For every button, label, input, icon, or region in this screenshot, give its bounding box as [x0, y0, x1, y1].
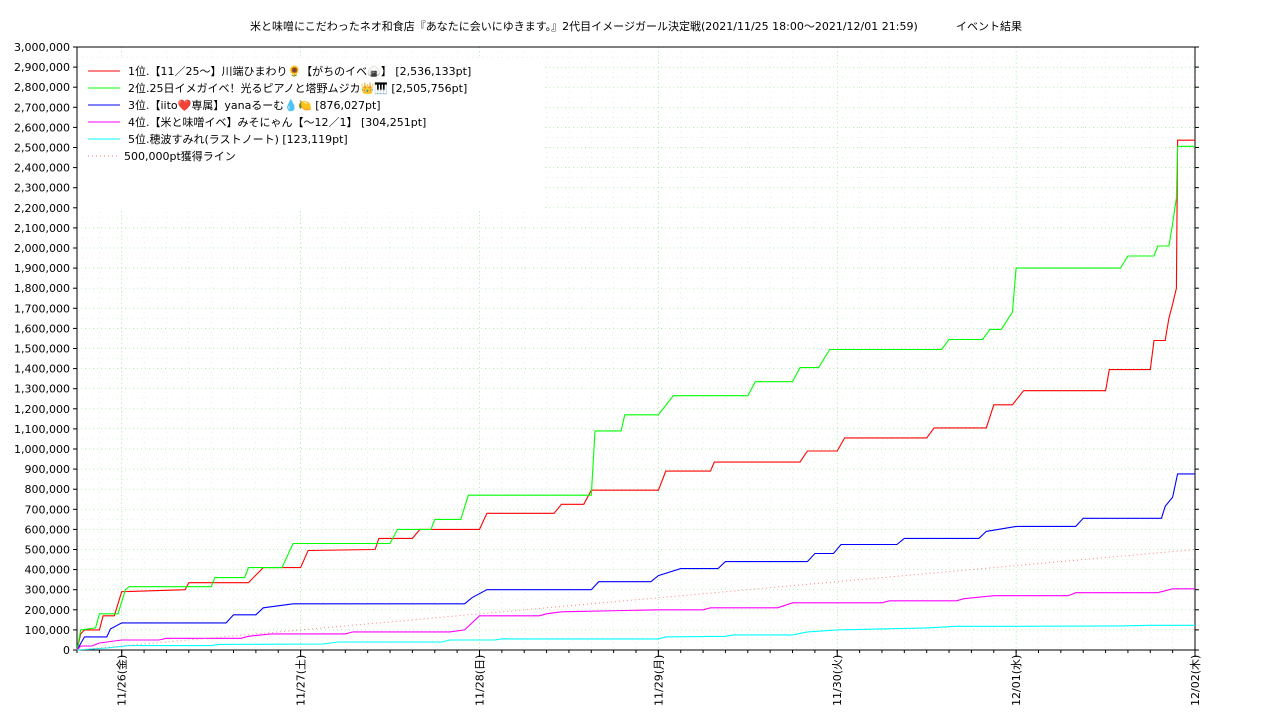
y-tick-label: 500,000 — [25, 544, 71, 557]
y-tick-label: 1,200,000 — [14, 403, 70, 416]
x-tick-label: 12/01(水) — [1010, 655, 1023, 706]
y-tick-label: 1,000,000 — [14, 443, 70, 456]
y-tick-label: 2,100,000 — [14, 222, 70, 235]
y-tick-label: 2,300,000 — [14, 182, 70, 195]
y-tick-label: 900,000 — [25, 463, 71, 476]
x-tick-label: 11/29(月) — [652, 655, 665, 706]
x-tick-label: 11/28(日) — [473, 655, 486, 706]
y-tick-label: 700,000 — [25, 503, 71, 516]
axes: 0 100,000 200,000 300,000 400,000 500,000 600,… — [14, 41, 1202, 706]
legend-label: 1位.【11／25～】川端ひまわり🌻【がちのイベ🍙】 [2,536,133pt] — [128, 64, 471, 78]
y-tick-label: 1,900,000 — [14, 262, 70, 275]
series-line — [76, 139, 1195, 651]
y-tick-label: 2,200,000 — [14, 202, 70, 215]
series-lines — [76, 139, 1196, 651]
legend-label: 5位.穂波すみれ(ラストノート) [123,119pt] — [128, 132, 348, 146]
series-line — [76, 624, 1195, 651]
y-tick-label: 600,000 — [25, 523, 71, 536]
y-tick-label: 2,400,000 — [14, 162, 70, 175]
y-tick-label: 1,100,000 — [14, 423, 70, 436]
x-tick-label: 12/02(木) — [1189, 655, 1202, 706]
legend-box — [80, 58, 543, 208]
plot-frame — [76, 46, 1196, 651]
y-tick-label: 3,000,000 — [14, 41, 70, 54]
y-tick-label: 100,000 — [25, 624, 71, 637]
y-tick-label: 0 — [63, 644, 70, 657]
series-line — [76, 145, 1195, 651]
legend: 1位.【11／25～】川端ひまわり🌻【がちのイベ🍙】 [2,536,133pt]… — [80, 58, 543, 208]
y-tick-label: 2,500,000 — [14, 142, 70, 155]
x-tick-label: 11/27(土) — [295, 655, 308, 706]
legend-label: 500,000pt獲得ライン — [124, 150, 236, 163]
y-tick-label: 1,800,000 — [14, 282, 70, 295]
y-tick-label: 400,000 — [25, 564, 71, 577]
y-tick-label: 2,700,000 — [14, 101, 70, 114]
chart-subtitle: イベント結果 — [956, 19, 1022, 33]
legend-label: 3位.【iito❤️専属】yanaるーむ💧🍋 [876,027pt] — [128, 98, 381, 112]
y-tick-label: 1,400,000 — [14, 363, 70, 376]
series-line — [76, 588, 1195, 651]
chart-title: 米と味噌にこだわったネオ和食店『あなたに会いにゆきます。』2代目イメージガール決… — [250, 19, 918, 33]
y-tick-label: 300,000 — [25, 584, 71, 597]
y-tick-label: 2,000,000 — [14, 242, 70, 255]
y-tick-label: 2,800,000 — [14, 81, 70, 94]
y-tick-label: 800,000 — [25, 483, 71, 496]
series-line — [76, 473, 1195, 651]
y-tick-label: 1,600,000 — [14, 322, 70, 335]
x-tick-label: 11/30(火) — [831, 655, 844, 706]
y-tick-label: 2,900,000 — [14, 61, 70, 74]
y-tick-label: 2,600,000 — [14, 121, 70, 134]
legend-label: 2位.25日イメガイベ！光るピアノと塔野ムジカ👑🎹 [2,505,756pt] — [128, 81, 467, 95]
x-tick-label: 11/26(金) — [115, 655, 129, 706]
y-tick-label: 1,500,000 — [14, 343, 70, 356]
legend-label: 4位.【米と味噌イベ】みそにゃん【～12／1】 [304,251pt] — [128, 115, 426, 129]
y-tick-label: 1,300,000 — [14, 383, 70, 396]
y-tick-label: 1,700,000 — [14, 302, 70, 315]
y-tick-label: 200,000 — [25, 604, 71, 617]
